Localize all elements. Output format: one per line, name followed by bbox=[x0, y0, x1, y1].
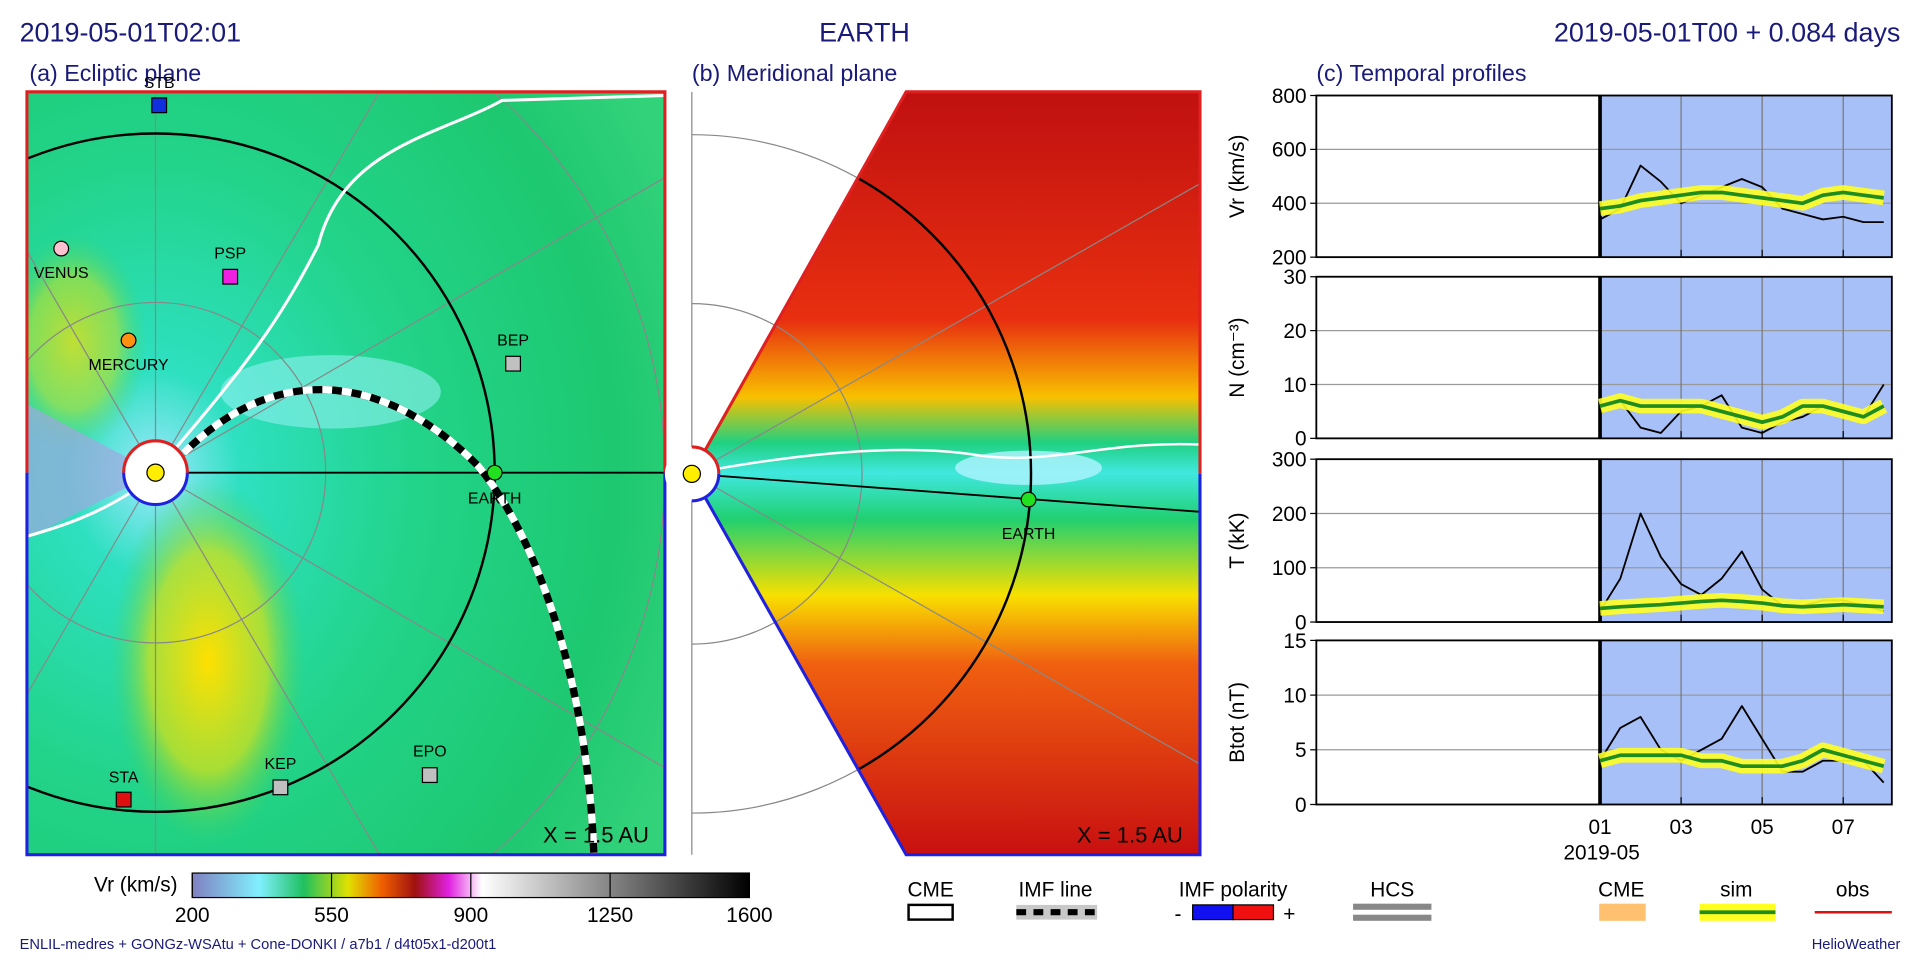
legend-label: - bbox=[1174, 903, 1181, 926]
legend-label: IMF polarity bbox=[1179, 878, 1288, 901]
panel-title: (b) Meridional plane bbox=[692, 60, 897, 86]
plot-frame bbox=[1315, 275, 1893, 440]
series-line bbox=[1599, 598, 1884, 611]
x-tick-label: 03 bbox=[1670, 816, 1693, 839]
series-line bbox=[1599, 190, 1884, 211]
legend-label: sim bbox=[1720, 878, 1752, 901]
y-tick-label: 400 bbox=[1272, 193, 1307, 216]
colorbar-tick-label: 900 bbox=[453, 904, 488, 927]
panel-title: (a) Ecliptic plane bbox=[29, 60, 201, 86]
body-label: STB bbox=[144, 75, 175, 92]
y-axis-label: Vr (km/s) bbox=[1226, 135, 1249, 219]
y-tick-label: 30 bbox=[1283, 266, 1306, 289]
footer-left: ENLIL-medres + GONGz-WSAtu + Cone-DONKI … bbox=[20, 937, 497, 953]
legend-label: HCS bbox=[1370, 878, 1414, 901]
y-tick-label: 200 bbox=[1272, 503, 1307, 526]
legend-label: obs bbox=[1836, 878, 1870, 901]
plot-frame bbox=[1315, 639, 1893, 806]
legend-swatch bbox=[1599, 903, 1646, 921]
body-label: EARTH bbox=[1002, 526, 1056, 543]
y-tick-label: 10 bbox=[1283, 374, 1306, 397]
body-label: KEP bbox=[264, 756, 296, 773]
body-label: EPO bbox=[413, 744, 447, 761]
y-tick-label: 0 bbox=[1295, 611, 1307, 634]
scale-note: X = 1.5 AU bbox=[1077, 822, 1183, 847]
legend-label: IMF line bbox=[1019, 878, 1093, 901]
y-axis-label: N (cm⁻³) bbox=[1226, 317, 1249, 397]
colorbar-ticks: 200 550 900 1250 1600 bbox=[175, 873, 773, 927]
y-tick-label: 100 bbox=[1272, 557, 1307, 580]
colorbar-tick-label: 200 bbox=[175, 904, 210, 927]
y-tick-label: 200 bbox=[1272, 246, 1307, 269]
legend-swatch bbox=[907, 903, 954, 921]
panel-title: (c) Temporal profiles bbox=[1316, 60, 1526, 86]
colorbar-tick-label: 550 bbox=[314, 904, 349, 927]
body-label: BEP bbox=[497, 332, 529, 349]
legend-swatch bbox=[1353, 903, 1432, 910]
legend-label: + bbox=[1283, 903, 1295, 926]
series-line bbox=[1599, 747, 1885, 769]
header-run: 2019-05-01T00 + 0.084 days bbox=[1554, 18, 1901, 48]
body-label: VENUS bbox=[34, 265, 89, 282]
footer-right: HelioWeather bbox=[1812, 937, 1901, 953]
y-axis-label: T (kK) bbox=[1226, 512, 1249, 568]
y-tick-label: 0 bbox=[1295, 794, 1307, 817]
legend-label: CME bbox=[908, 878, 954, 901]
y-axis-label: Btot (nT) bbox=[1226, 682, 1249, 763]
plot-frame bbox=[1315, 94, 1893, 259]
x-tick-label: 07 bbox=[1832, 816, 1855, 839]
legend-label: CME bbox=[1598, 878, 1644, 901]
scale-note: X = 1.5 AU bbox=[543, 822, 649, 847]
y-tick-label: 800 bbox=[1272, 85, 1307, 108]
obs-period bbox=[1600, 95, 1892, 258]
y-tick-label: 5 bbox=[1295, 739, 1307, 762]
plot-frame bbox=[1315, 458, 1893, 623]
body-label: EARTH bbox=[468, 490, 522, 507]
legend-swatch bbox=[1192, 904, 1234, 921]
ecliptic-map bbox=[26, 91, 665, 855]
y-tick-label: 0 bbox=[1295, 428, 1307, 451]
colorbar-label: Vr (km/s) bbox=[94, 873, 178, 896]
x-sublabel: 2019-05 bbox=[1563, 842, 1639, 865]
y-tick-label: 10 bbox=[1283, 684, 1306, 707]
body-label: MERCURY bbox=[89, 357, 170, 374]
header-time: 2019-05-01T02:01 bbox=[20, 18, 242, 48]
y-tick-label: 20 bbox=[1283, 320, 1306, 343]
x-tick-label: 01 bbox=[1588, 816, 1611, 839]
y-tick-label: 300 bbox=[1272, 449, 1307, 472]
legend-swatch bbox=[1353, 914, 1432, 921]
series-line bbox=[1599, 398, 1885, 425]
legend-swatch bbox=[1232, 904, 1275, 921]
colorbar-tick-label: 1600 bbox=[726, 904, 772, 927]
body-label: STA bbox=[109, 769, 139, 786]
y-tick-label: 600 bbox=[1272, 139, 1307, 162]
header-target: EARTH bbox=[819, 18, 910, 48]
x-tick-label: 05 bbox=[1751, 816, 1774, 839]
colorbar-tick-label: 1250 bbox=[587, 904, 633, 927]
y-tick-label: 15 bbox=[1283, 630, 1306, 653]
body-label: PSP bbox=[214, 245, 246, 262]
series-line bbox=[1599, 164, 1884, 224]
